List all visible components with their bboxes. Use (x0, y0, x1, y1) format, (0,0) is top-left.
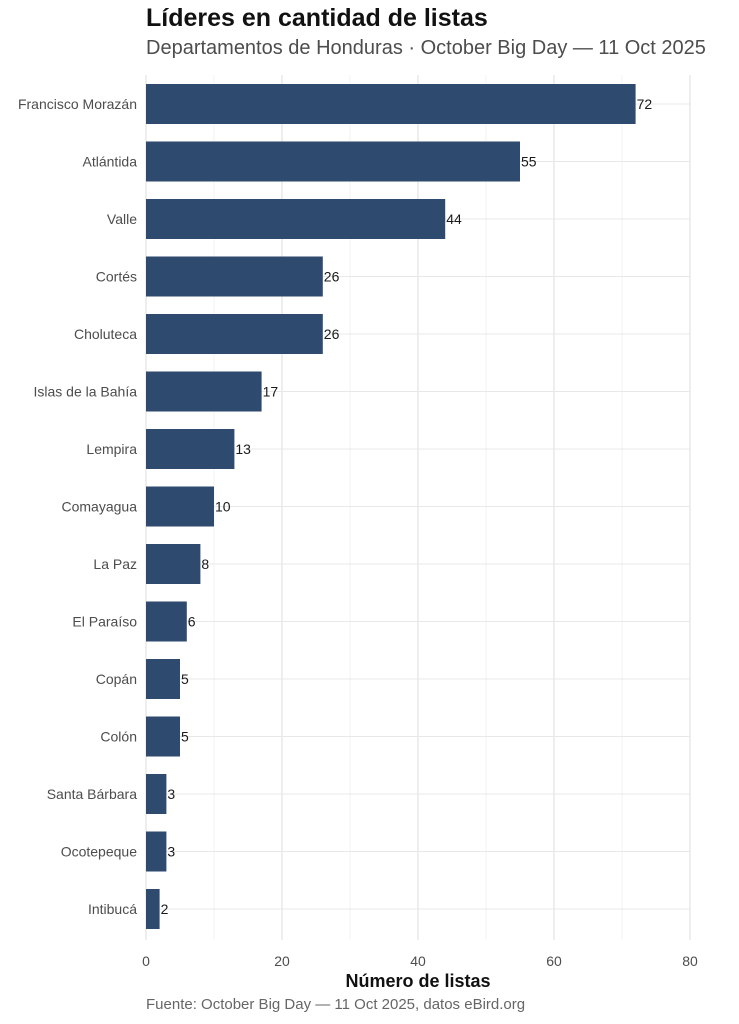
bar (146, 429, 235, 469)
category-label: Lempira (86, 441, 137, 457)
chart-subtitle: Departamentos de Honduras · October Big … (146, 37, 706, 59)
data-label: 2 (161, 901, 169, 917)
bar (146, 889, 160, 929)
category-label: Copán (96, 671, 137, 687)
chart-caption: Fuente: October Big Day — 11 Oct 2025, d… (146, 996, 526, 1013)
bar (146, 141, 520, 182)
data-label: 26 (324, 269, 340, 285)
x-tick-label: 40 (410, 953, 426, 969)
category-label: Francisco Morazán (18, 96, 137, 112)
category-label: El Paraíso (72, 614, 137, 630)
bar (146, 716, 180, 757)
bar (146, 84, 636, 124)
category-label: Islas de la Bahía (33, 384, 137, 400)
category-label: Cortés (96, 269, 137, 285)
category-label: Atlántida (83, 154, 138, 170)
bar (146, 659, 180, 699)
bar (146, 831, 167, 872)
x-axis-label: Número de listas (345, 971, 490, 991)
category-label: La Paz (93, 556, 137, 572)
category-label: Intibucá (88, 901, 137, 917)
data-label: 13 (235, 441, 251, 457)
bar (146, 486, 214, 527)
chart-title: Líderes en cantidad de listas (146, 4, 488, 32)
x-tick-label: 20 (274, 953, 290, 969)
data-label: 55 (521, 154, 537, 170)
x-tick-label: 80 (682, 953, 698, 969)
x-tick-label: 60 (546, 953, 562, 969)
category-label: Colón (100, 729, 137, 745)
category-label: Santa Bárbara (47, 786, 137, 802)
category-label: Valle (107, 211, 137, 227)
data-label: 72 (637, 96, 653, 112)
bar (146, 774, 167, 814)
bar (146, 199, 446, 239)
bar (146, 544, 201, 584)
bar (146, 256, 323, 297)
x-tick-label: 0 (142, 953, 150, 969)
bar (146, 601, 187, 642)
bar (146, 371, 262, 412)
data-label: 10 (215, 499, 231, 515)
data-label: 8 (201, 556, 209, 572)
category-label: Ocotepeque (61, 844, 137, 860)
data-label: 44 (446, 211, 462, 227)
data-label: 3 (167, 786, 175, 802)
data-label: 17 (263, 384, 279, 400)
data-label: 5 (181, 729, 189, 745)
data-label: 6 (188, 614, 196, 630)
category-label: Comayagua (62, 499, 138, 515)
category-label: Choluteca (74, 326, 137, 342)
bar (146, 314, 323, 354)
data-label: 3 (167, 844, 175, 860)
data-label: 26 (324, 326, 340, 342)
data-label: 5 (181, 671, 189, 687)
